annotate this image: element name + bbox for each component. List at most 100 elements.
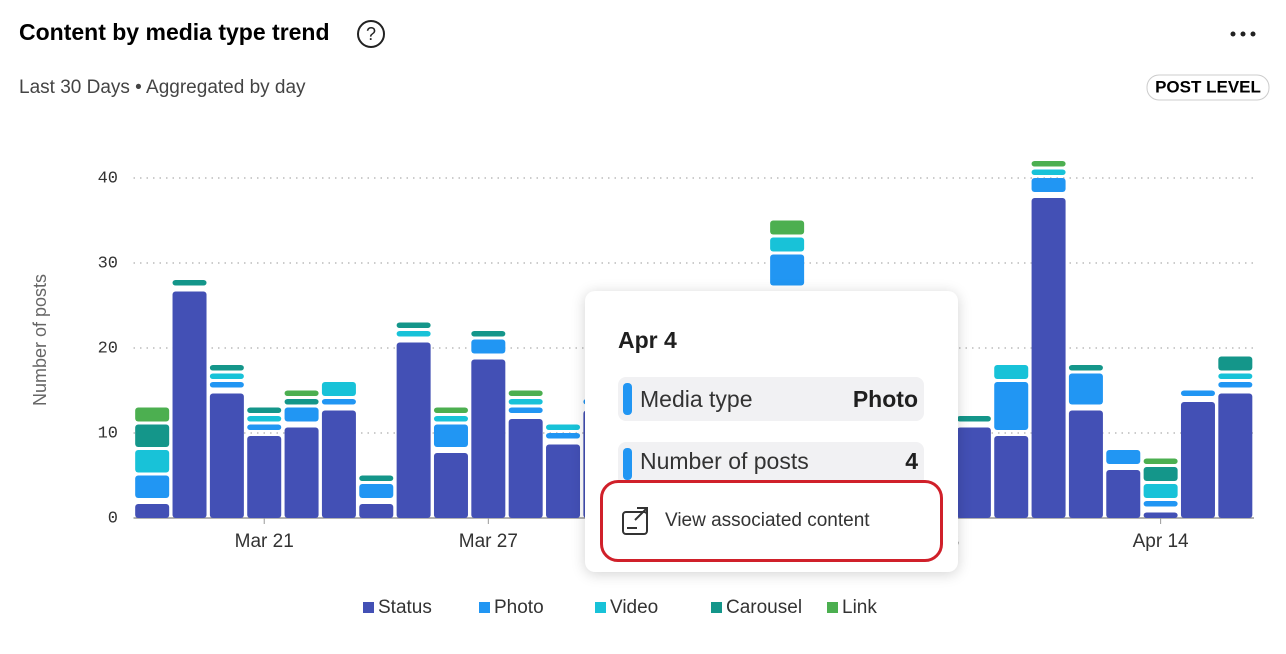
x-tick-label: Mar 27 bbox=[459, 531, 518, 552]
bar-segment bbox=[994, 436, 1029, 518]
bar-segment bbox=[209, 393, 244, 518]
legend-swatch bbox=[711, 602, 722, 613]
bar-segment bbox=[135, 475, 170, 498]
y-tick-label: 10 bbox=[98, 424, 118, 443]
tooltip: Apr 4 Media type Photo Number of posts 4 V… bbox=[585, 291, 958, 572]
bar-segment bbox=[284, 390, 319, 396]
bar-segment bbox=[1031, 169, 1066, 175]
legend-swatch bbox=[827, 602, 838, 613]
bar-segment bbox=[546, 444, 581, 518]
bar-segment bbox=[1106, 450, 1141, 464]
chart-title: Content by media type trend bbox=[19, 19, 330, 45]
legend-swatch bbox=[479, 602, 490, 613]
bar-segment bbox=[247, 424, 282, 430]
bar-segment bbox=[508, 390, 543, 396]
bar-segment bbox=[508, 419, 543, 518]
bar-segment bbox=[209, 382, 244, 388]
row-value: Photo bbox=[852, 385, 918, 412]
bar-segment bbox=[994, 365, 1029, 379]
bar-segment bbox=[1031, 178, 1066, 192]
link-icon bbox=[622, 507, 648, 535]
action-text: View associated content bbox=[665, 510, 870, 531]
bar-segment bbox=[247, 416, 282, 422]
bar-segment bbox=[1068, 373, 1103, 405]
row-label: Media type bbox=[640, 385, 753, 412]
bar-segment bbox=[172, 291, 207, 518]
row-value: 4 bbox=[905, 448, 918, 474]
bar-segment bbox=[396, 331, 431, 337]
bar-segment bbox=[508, 399, 543, 405]
y-axis-label: Number of posts bbox=[30, 274, 50, 406]
x-tick-label: Mar 21 bbox=[235, 531, 294, 552]
bar-segment bbox=[284, 407, 319, 422]
bar-segment bbox=[770, 220, 805, 235]
bar-segment bbox=[1143, 501, 1178, 507]
bar-segment bbox=[284, 399, 319, 405]
bar-segment bbox=[433, 424, 468, 447]
bar-segment bbox=[1068, 365, 1103, 371]
bar-segment bbox=[1218, 382, 1253, 388]
legend-label: Photo bbox=[494, 597, 544, 618]
bar-segment bbox=[1218, 356, 1253, 371]
help-icon[interactable]: ? bbox=[357, 20, 385, 48]
y-tick-label: 30 bbox=[98, 254, 118, 273]
bar-segment bbox=[321, 382, 356, 396]
tooltip-row: Media type Photo bbox=[618, 377, 924, 421]
bar-segment bbox=[956, 427, 991, 518]
bar-segment bbox=[1143, 458, 1178, 464]
bar-segment bbox=[135, 450, 170, 473]
more-menu[interactable] bbox=[1230, 31, 1256, 37]
bar-segment bbox=[994, 382, 1029, 430]
bar-segment bbox=[546, 424, 581, 430]
bar-segment bbox=[359, 475, 394, 481]
row-label: Number of posts bbox=[640, 448, 809, 474]
bar-segment bbox=[546, 433, 581, 439]
bar-segment bbox=[1218, 393, 1253, 518]
bar-segment bbox=[172, 280, 207, 286]
bar-segment bbox=[359, 504, 394, 518]
bar-segment bbox=[433, 416, 468, 422]
badge bbox=[1146, 74, 1270, 101]
view-content-button[interactable]: View associated content bbox=[600, 480, 943, 562]
bar-segment bbox=[1143, 467, 1178, 481]
bar-segment bbox=[1031, 161, 1066, 167]
bar-segment bbox=[396, 322, 431, 328]
y-tick-label: 20 bbox=[98, 339, 118, 358]
tooltip-title: Apr 4 bbox=[618, 327, 677, 353]
bar-segment bbox=[1180, 390, 1215, 396]
y-tick-label: 40 bbox=[98, 169, 118, 188]
legend-label: Carousel bbox=[726, 597, 802, 618]
bar-segment bbox=[209, 365, 244, 371]
subtitle: Last 30 Days • Aggregated by day bbox=[19, 77, 306, 98]
legend-label: Video bbox=[610, 597, 658, 618]
bar-segment bbox=[1106, 470, 1141, 518]
bar-segment bbox=[396, 342, 431, 518]
bar-segment bbox=[433, 453, 468, 518]
bar-segment bbox=[471, 331, 506, 337]
bar-segment bbox=[1031, 198, 1066, 518]
tooltip-row: Number of posts 4 bbox=[618, 442, 924, 486]
bar-segment bbox=[433, 407, 468, 413]
x-tick-label: Apr 14 bbox=[1133, 531, 1189, 552]
bar-segment bbox=[508, 407, 543, 413]
bar-segment bbox=[471, 339, 506, 354]
bar-segment bbox=[247, 436, 282, 518]
badge-text: POST LEVEL bbox=[1155, 77, 1261, 96]
bar-segment bbox=[135, 424, 170, 447]
bar-segment bbox=[247, 407, 282, 413]
bar-segment bbox=[359, 484, 394, 498]
bar-segment bbox=[321, 399, 356, 405]
bar-segment bbox=[1068, 410, 1103, 518]
bar-segment bbox=[135, 407, 170, 422]
bar-segment bbox=[471, 359, 506, 518]
bar-segment bbox=[956, 416, 991, 422]
bar-segment bbox=[284, 427, 319, 518]
bar-segment bbox=[1143, 512, 1178, 518]
bar-segment bbox=[770, 237, 805, 252]
svg-text:?: ? bbox=[366, 24, 376, 44]
bar-segment bbox=[770, 254, 805, 286]
legend-swatch bbox=[363, 602, 374, 613]
legend-label: Status bbox=[378, 597, 432, 618]
legend-label: Link bbox=[842, 597, 877, 618]
